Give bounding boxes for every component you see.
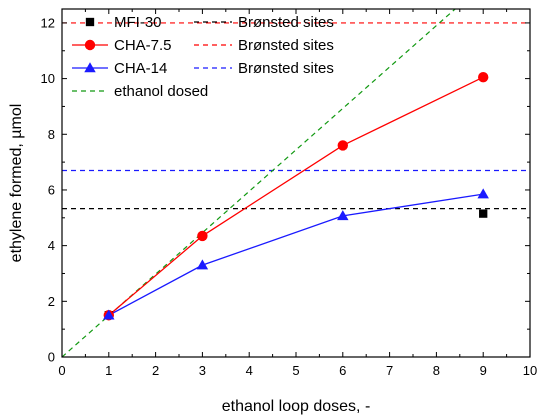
legend-cha-7-5-symbol [84, 39, 96, 51]
legend-mfi-30-symbol [85, 17, 95, 27]
ethanol-dosed-line [62, 9, 456, 357]
y-tick-label: 6 [48, 182, 55, 197]
cha-14-point [337, 210, 349, 221]
x-tick-label: 4 [246, 363, 253, 378]
legend: MFI-30 Brønsted sites CHA-7.5 Brønsted site… [72, 14, 334, 100]
y-tick-label: 12 [41, 15, 55, 30]
x-tick-label: 1 [105, 363, 112, 378]
y-axis-label: ethylene formed, µmol [8, 104, 25, 263]
y-tick-label: 10 [41, 71, 55, 86]
reference-lines [62, 9, 530, 357]
x-tick-label: 9 [480, 363, 487, 378]
legend-cha-14-brønsted-label: Brønsted sites [238, 60, 334, 77]
y-tick-label: 2 [48, 294, 55, 309]
legend-cha-7-5-brønsted-label: Brønsted sites [238, 37, 334, 54]
x-tick-label: 10 [523, 363, 537, 378]
markers [103, 72, 489, 321]
series-layer [108, 76, 484, 316]
legend-cha-14-label: CHA-14 [114, 60, 167, 77]
cha-14-point [196, 259, 209, 270]
legend-cha-7-5-label: CHA-7.5 [114, 37, 172, 54]
y-tick-label: 0 [48, 350, 55, 365]
x-tick-label: 8 [433, 363, 440, 378]
x-tick-label: 2 [152, 363, 159, 378]
legend-ethanol-dosed-label: ethanol dosed [114, 83, 208, 100]
y-tick-label: 8 [48, 127, 55, 142]
x-tick-label: 5 [292, 363, 299, 378]
x-tick-label: 0 [58, 363, 65, 378]
x-tick-label: 6 [339, 363, 346, 378]
mfi-30-point [479, 209, 488, 218]
legend-mfi-30-label: MFI-30 [114, 14, 162, 31]
x-tick-label: 3 [199, 363, 206, 378]
y-tick-label: 4 [48, 238, 55, 253]
cha-14-point [103, 309, 115, 320]
cha-7-5-point [197, 230, 208, 242]
legend-cha-14-symbol [84, 62, 96, 73]
cha-7-5-line [108, 76, 484, 316]
cha-7-5-point [337, 140, 348, 151]
x-tick-label: 7 [386, 363, 393, 378]
cha-14-point [477, 188, 489, 199]
legend-mfi-30-brønsted-label: Brønsted sites [238, 14, 334, 31]
cha-14-line [108, 193, 484, 316]
x-axis-label: ethanol loop doses, - [222, 398, 371, 415]
cha-7-5-point [478, 72, 489, 83]
